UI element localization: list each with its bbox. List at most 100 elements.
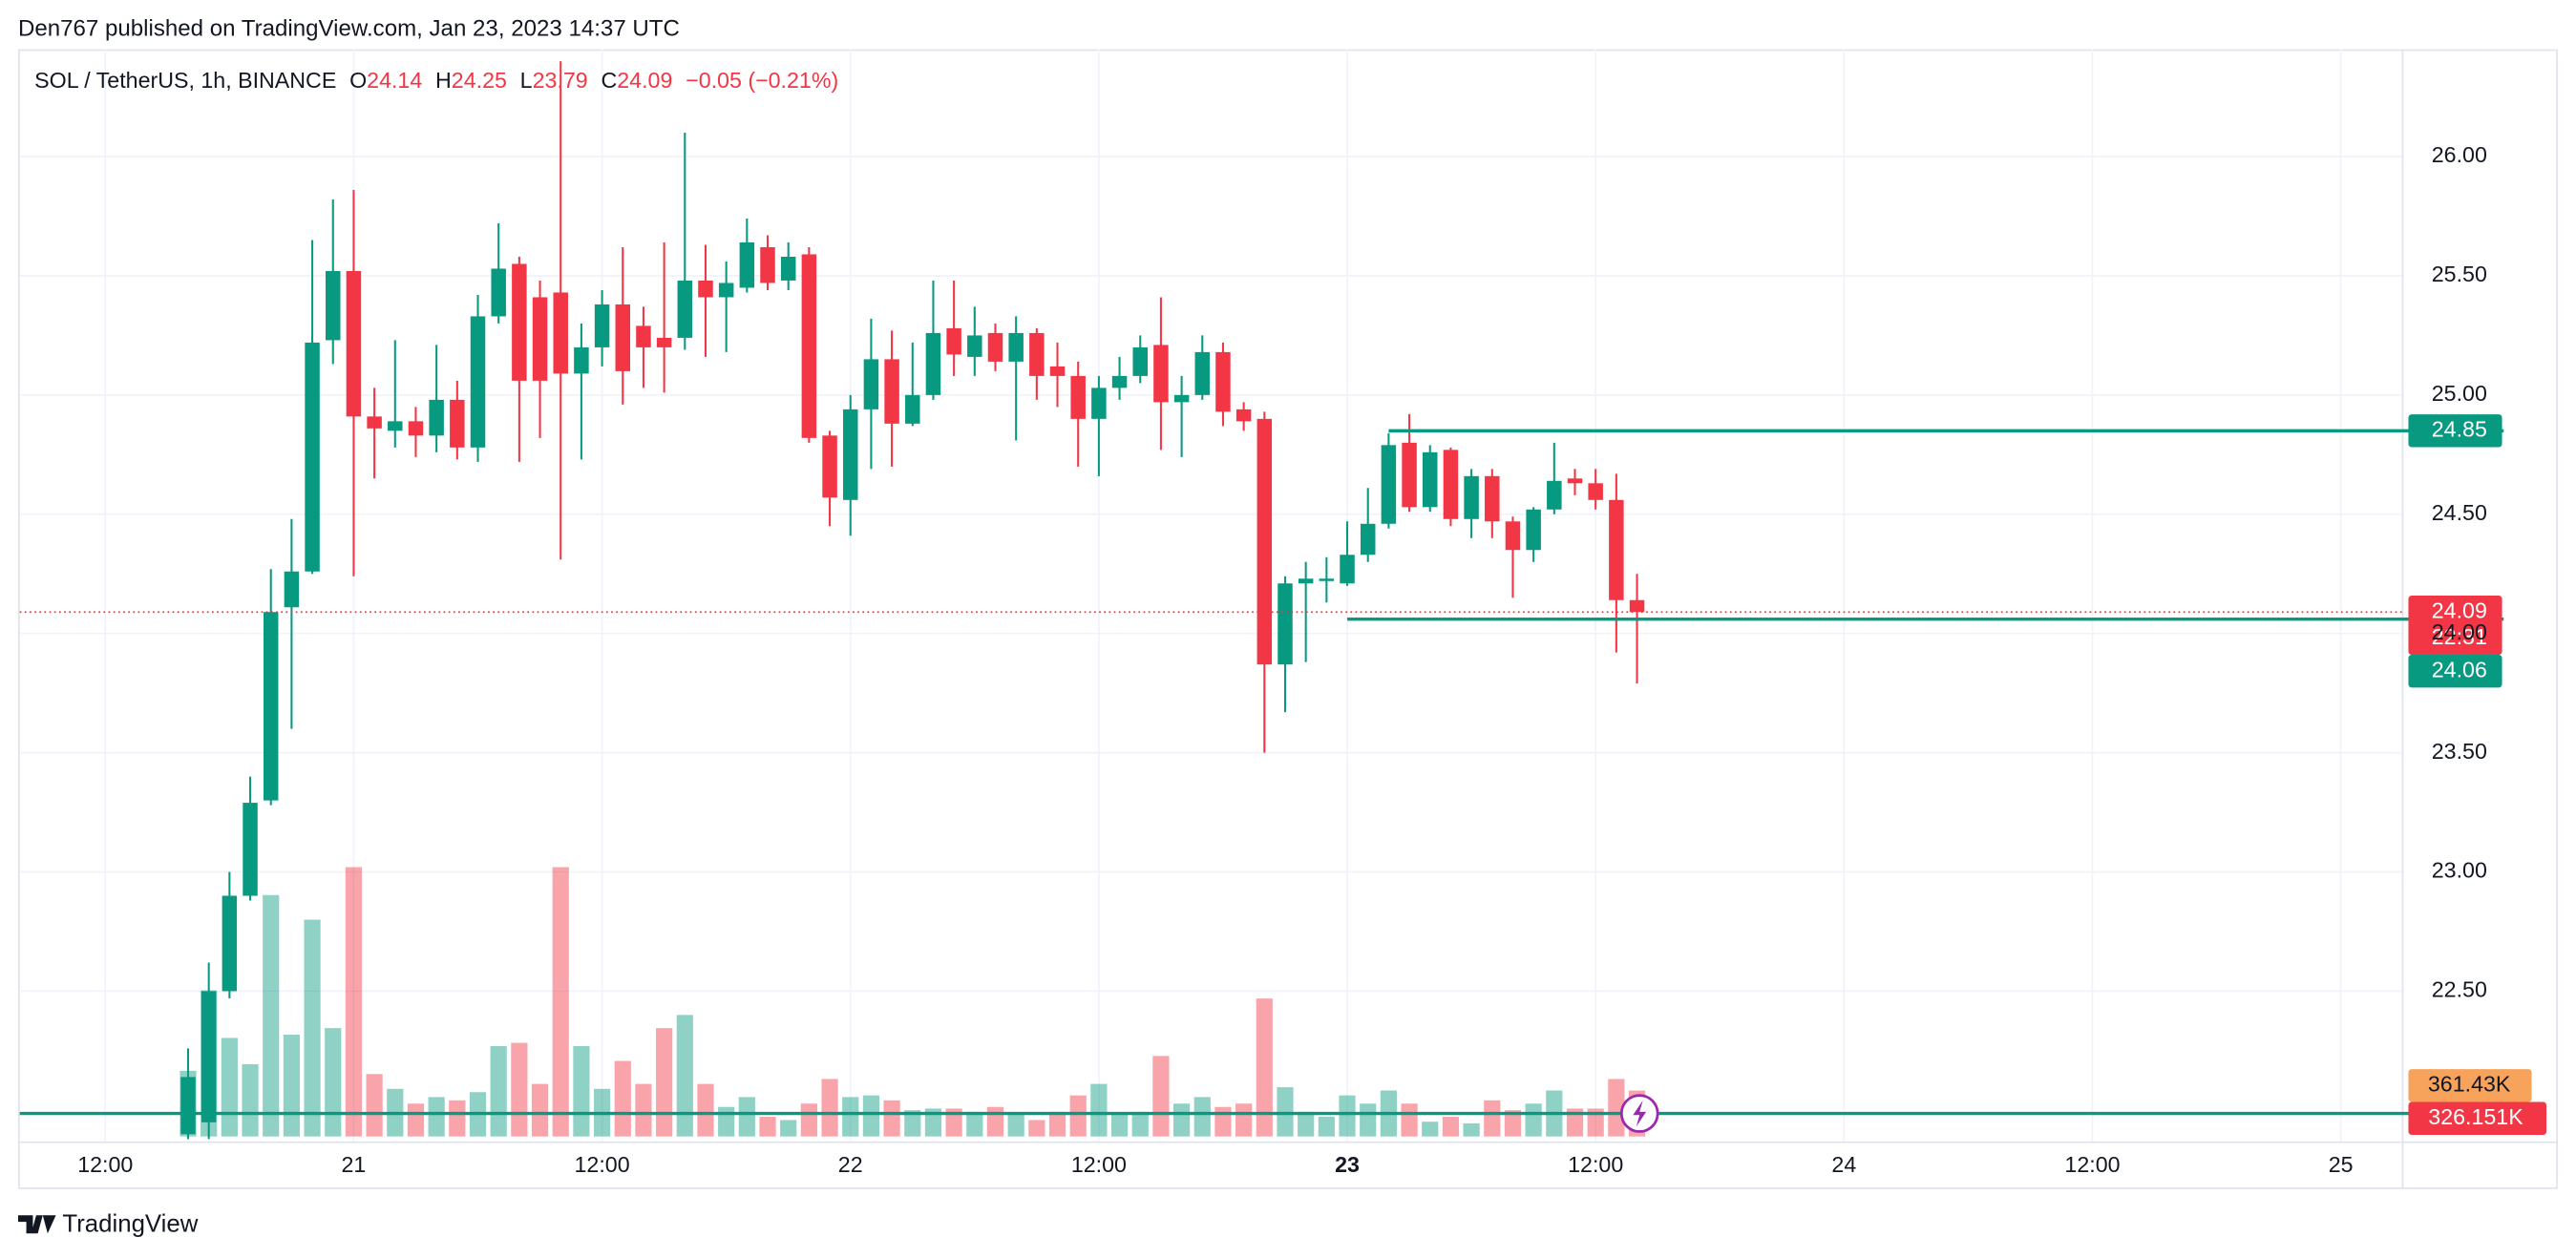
candle-body	[1070, 375, 1086, 419]
candle-body	[326, 270, 341, 341]
volume-bar	[1152, 1056, 1170, 1137]
y-tick-label: 24.00	[2432, 619, 2487, 644]
candle-body	[1091, 388, 1107, 419]
volume-bar	[1131, 1111, 1149, 1137]
candle-body	[987, 332, 1003, 362]
grid	[19, 49, 2402, 1142]
candle-body	[636, 325, 651, 347]
candle-body	[367, 416, 382, 429]
volume-bar	[883, 1100, 900, 1137]
volume-bar	[407, 1103, 425, 1137]
candle-body	[222, 895, 238, 992]
volume-bar	[531, 1083, 549, 1137]
footer-logo[interactable]: TradingView	[17, 1210, 199, 1237]
x-tick-label: 12:00	[77, 1152, 133, 1177]
volume-bar	[1069, 1095, 1087, 1137]
candle-body	[346, 270, 362, 417]
candle-body	[1547, 480, 1562, 510]
volume-bar	[449, 1100, 466, 1137]
volume-bar	[676, 1015, 693, 1137]
chart-frame	[17, 49, 2559, 1189]
candle-body	[1132, 346, 1148, 376]
candle-body	[677, 280, 693, 338]
candle-body	[1173, 394, 1190, 403]
volume-bar	[1318, 1117, 1335, 1137]
volume-bar	[780, 1120, 797, 1137]
x-tick-label: 22	[838, 1152, 863, 1177]
volume-bar	[1608, 1079, 1625, 1137]
candle-body	[1402, 442, 1417, 508]
candle-body	[718, 283, 734, 298]
candle-body	[305, 342, 320, 572]
volume-bar	[656, 1028, 673, 1137]
volume-bar	[904, 1110, 921, 1137]
legend-title: SOL / TetherUS, 1h, BINANCE	[34, 68, 336, 93]
volume-bar	[345, 867, 363, 1137]
volume-bar	[490, 1046, 507, 1137]
volume-bar	[924, 1108, 942, 1137]
volume-bar	[1048, 1111, 1066, 1137]
candle-body	[1256, 418, 1273, 665]
candle-body	[1423, 451, 1438, 508]
candle-body	[1443, 450, 1459, 519]
candle-body	[450, 399, 465, 448]
legend-key: H	[435, 68, 452, 93]
candle-body	[842, 409, 858, 500]
volume-bar	[1484, 1100, 1501, 1137]
countdown: 22:31	[2432, 624, 2487, 649]
candle-body	[905, 394, 920, 424]
volume-bar	[1110, 1113, 1129, 1137]
volume-bar	[986, 1106, 1004, 1137]
volume-bar	[1007, 1113, 1024, 1137]
volume-last-tag-bg	[2408, 1101, 2546, 1135]
x-tick-label: 21	[342, 1152, 367, 1177]
volume-bar	[1401, 1103, 1418, 1137]
volume-bar	[552, 867, 569, 1137]
volume-bar	[221, 1038, 238, 1137]
candle-body	[594, 304, 610, 347]
candle-body	[429, 399, 444, 436]
candle-body	[388, 421, 403, 431]
volume-bar	[1587, 1108, 1604, 1137]
candle-body	[946, 327, 961, 355]
y-tick-label: 25.00	[2432, 381, 2487, 406]
candle-body	[1008, 332, 1024, 362]
candle-body	[780, 256, 796, 281]
candle-body	[884, 359, 899, 424]
candle-body	[408, 421, 424, 436]
legend-key: L	[520, 68, 533, 93]
volume-bar	[511, 1042, 528, 1137]
volume-bar	[1360, 1103, 1377, 1137]
candle-body	[863, 359, 879, 409]
volume-bar	[242, 1063, 259, 1137]
volume-bar	[1214, 1106, 1232, 1137]
replay-icon[interactable]	[1619, 1094, 1659, 1133]
volume-bar	[1463, 1122, 1480, 1137]
volume-bar	[635, 1083, 652, 1137]
candle-body	[1360, 523, 1376, 556]
legend-value: 24.14	[367, 68, 422, 93]
candle-body	[1588, 483, 1603, 500]
volume-ma-tag-bg	[2408, 1069, 2532, 1102]
x-tick-label: 12:00	[1568, 1152, 1623, 1177]
volume-bar	[738, 1097, 755, 1137]
volume-bar	[614, 1060, 631, 1137]
volume-bar	[1090, 1083, 1108, 1137]
candle-body	[967, 335, 982, 357]
candle-body	[1194, 351, 1211, 395]
footer-text: TradingView	[62, 1210, 198, 1237]
candle-body	[1153, 345, 1169, 403]
legend-key: C	[601, 68, 617, 93]
volume-bar	[1028, 1120, 1045, 1137]
volume-bar	[1298, 1111, 1315, 1137]
y-tick-label: 25.50	[2432, 262, 2487, 286]
volume-bar	[325, 1028, 342, 1137]
volume-bar	[428, 1097, 445, 1137]
candle-body	[1215, 351, 1231, 412]
legend-change: −0.05 (−0.21%)	[686, 68, 838, 93]
legend-value: 24.25	[452, 68, 507, 93]
x-tick-label: 12:00	[2064, 1152, 2120, 1177]
